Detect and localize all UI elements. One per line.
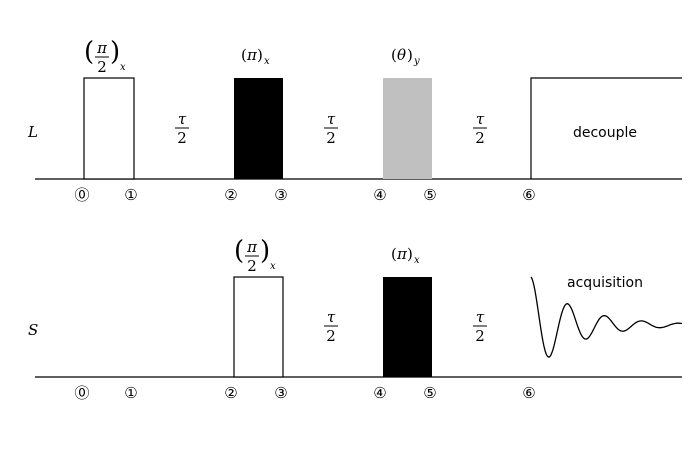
paren-open: ( (84, 37, 94, 67)
time-point-3: ③ (274, 384, 287, 402)
time-point-2: ② (224, 186, 237, 204)
time-point-6: ⑥ (522, 384, 535, 402)
time-point-3: ③ (274, 186, 287, 204)
time-point-2: ② (224, 384, 237, 402)
delay-tau-half: τ2 (473, 308, 487, 345)
delay-tau-half: τ2 (473, 110, 487, 147)
numerator: π (96, 39, 108, 57)
paren-open: ( (234, 236, 244, 266)
fid-signal (530, 276, 683, 358)
denominator: 2 (475, 129, 485, 147)
decouple-label: decouple (573, 125, 637, 141)
numerator: τ (476, 308, 485, 326)
pulse-pi-x (234, 78, 283, 179)
acquisition-label: acquisition (567, 275, 643, 291)
time-point-4: ④ (373, 384, 386, 402)
denominator: 2 (177, 129, 187, 147)
numerator: τ (476, 110, 485, 128)
time-point-0: ⓪ (74, 186, 89, 204)
paren-close: ) (260, 236, 270, 266)
denominator: 2 (97, 58, 107, 76)
pulse-label-pi-x: ( π ) x (391, 245, 420, 266)
pulse-pi-half-x (233, 276, 284, 378)
channel-l: L decouple ( π 2 ) x ( π ) x ( θ ) y (27, 37, 682, 180)
phase: x (414, 255, 420, 266)
paren-close: ) (407, 46, 413, 64)
time-point-5: ⑤ (423, 186, 436, 204)
pulse-pi-x (383, 277, 432, 377)
decouple-block (530, 77, 682, 179)
channel-label: S (28, 321, 38, 339)
denominator: 2 (475, 327, 485, 345)
time-point-5: ⑤ (423, 384, 436, 402)
paren-open: ( (391, 245, 397, 263)
angle: π (396, 245, 408, 263)
time-point-1: ① (124, 384, 137, 402)
denominator: 2 (326, 129, 336, 147)
delay-tau-half: τ2 (324, 308, 338, 345)
phase: y (413, 56, 420, 67)
time-point-6: ⑥ (522, 186, 535, 204)
numerator: τ (178, 110, 187, 128)
paren-close: ) (110, 37, 120, 67)
angle: θ (397, 46, 406, 64)
pulse-label-pi-half-x: ( π 2 ) x (234, 236, 276, 275)
phase: x (120, 62, 126, 73)
numerator: π (246, 238, 258, 256)
paren-open: ( (241, 46, 247, 64)
pulse-label-pi-half-x: ( π 2 ) x (84, 37, 126, 76)
pulse-pi-half-x (83, 77, 135, 180)
paren-open: ( (391, 46, 397, 64)
channel-label: L (27, 123, 38, 141)
denominator: 2 (247, 257, 257, 275)
pulse-label-theta-y: ( θ ) y (391, 46, 420, 67)
phase: x (264, 56, 270, 67)
channel-s: S acquisition ( π 2 ) x ( π ) x (28, 236, 683, 378)
pulse-label-pi-x: ( π ) x (241, 46, 270, 67)
time-point-0: ⓪ (74, 384, 89, 402)
angle: π (246, 46, 258, 64)
denominator: 2 (326, 327, 336, 345)
delay-tau-half: τ2 (324, 110, 338, 147)
pulse-theta-y (383, 78, 432, 179)
time-point-labels: ⓪ ① ② ③ ④ ⑤ ⑥ ⓪ ① ② ③ ④ ⑤ ⑥ (74, 186, 535, 402)
time-point-1: ① (124, 186, 137, 204)
numerator: τ (327, 308, 336, 326)
paren-close: ) (407, 245, 413, 263)
time-point-4: ④ (373, 186, 386, 204)
numerator: τ (327, 110, 336, 128)
delay-tau-half: τ2 (175, 110, 189, 147)
paren-close: ) (257, 46, 263, 64)
phase: x (270, 261, 276, 272)
